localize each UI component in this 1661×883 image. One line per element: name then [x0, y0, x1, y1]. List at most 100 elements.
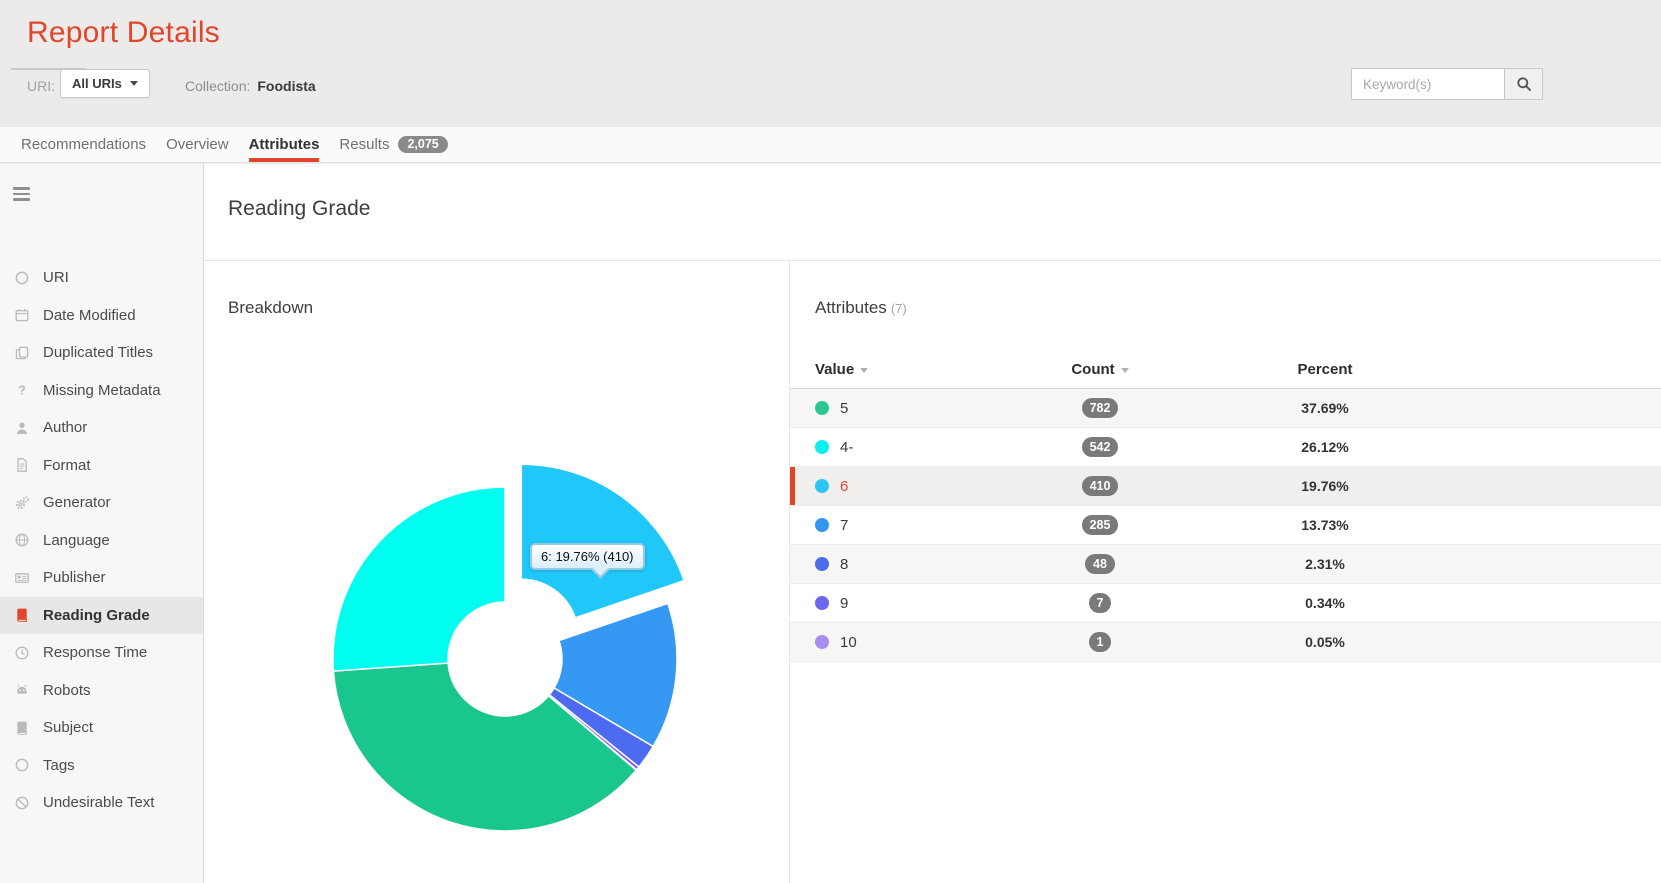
sidebar: URI Date Modified Duplicated Titles Missing…	[0, 164, 204, 883]
sort-caret-icon	[1120, 367, 1129, 373]
value-dot	[815, 596, 829, 610]
table-row-5[interactable]: 5 782 37.69%	[790, 389, 1661, 428]
count-badge: 542	[1081, 437, 1119, 457]
attributes-panel: Attributes (7) Value Count Percent 5 782 37…	[790, 261, 1661, 883]
divider	[204, 260, 1661, 261]
column-header-value[interactable]: Value	[815, 361, 1015, 378]
sidebar-item-missing-metadata[interactable]: Missing Metadata	[0, 372, 203, 410]
tab-label: Overview	[166, 136, 229, 153]
table-row-7[interactable]: 7 285 13.73%	[790, 506, 1661, 545]
sidebar-item-subject[interactable]: Subject	[0, 709, 203, 747]
menu-icon	[13, 187, 30, 190]
sidebar-item-label: Reading Grade	[43, 606, 150, 624]
sidebar-item-label: Format	[43, 456, 91, 474]
sidebar-item-author[interactable]: Author	[0, 409, 203, 447]
count-badge: 782	[1081, 398, 1119, 418]
sidebar-item-reading-grade[interactable]: Reading Grade	[0, 596, 203, 634]
sidebar-item-response-time[interactable]: Response Time	[0, 634, 203, 672]
search-icon	[1516, 76, 1532, 92]
sidebar-item-label: Response Time	[43, 644, 148, 662]
panels: Breakdown 6: 19.76% (410) Attributes (7) …	[204, 261, 1661, 883]
table-body: 5 782 37.69% 4- 542 26.12% 6 410 19.76% 7 285 13.73…	[790, 389, 1661, 662]
table-header: Value Count Percent	[790, 351, 1661, 389]
main-panel: Reading Grade Breakdown 6: 19.76% (410) …	[204, 164, 1661, 883]
sidebar-item-tags[interactable]: Tags	[0, 747, 203, 785]
sidebar-item-language[interactable]: Language	[0, 522, 203, 560]
row-percent: 19.76%	[1301, 478, 1349, 494]
row-percent: 26.12%	[1301, 439, 1349, 455]
count-badge: 1	[1088, 632, 1112, 652]
clock-icon	[14, 645, 30, 661]
menu-button[interactable]	[13, 187, 30, 204]
breakdown-panel: Breakdown 6: 19.76% (410)	[204, 261, 790, 883]
sidebar-item-label: Duplicated Titles	[43, 344, 154, 362]
sidebar-item-label: Date Modified	[43, 306, 136, 324]
attributes-title: Attributes (7)	[815, 298, 907, 317]
gears-icon	[14, 495, 30, 511]
table-row-8[interactable]: 8 48 2.31%	[790, 545, 1661, 584]
sidebar-item-label: Subject	[43, 719, 94, 737]
sidebar-item-label: Missing Metadata	[43, 381, 161, 399]
book-icon	[14, 607, 30, 623]
table-row-4[interactable]: 4- 542 26.12%	[790, 428, 1661, 467]
count-badge: 7	[1088, 593, 1112, 613]
tab-results[interactable]: Results 2,075	[329, 127, 457, 162]
pie-slice-4[interactable]	[332, 486, 506, 672]
attributes-table: Value Count Percent 5 782 37.69% 4- 542 26.12…	[790, 351, 1661, 662]
sidebar-item-label: Author	[43, 419, 88, 437]
value-dot	[815, 440, 829, 454]
tab-overview[interactable]: Overview	[156, 127, 239, 162]
attributes-count: (7)	[890, 301, 907, 316]
globe-icon	[14, 532, 30, 548]
tab-label: Attributes	[248, 136, 320, 153]
uri-dropdown-value: All URIs	[72, 76, 122, 91]
tab-recommendations[interactable]: Recommendations	[11, 127, 156, 162]
search-button[interactable]	[1504, 69, 1542, 99]
collection-value: Foodista	[257, 78, 316, 94]
value-dot	[815, 557, 829, 571]
tab-label: Results	[339, 136, 390, 153]
pie-slice-6[interactable]	[520, 463, 686, 619]
pie-chart[interactable]	[320, 441, 720, 871]
sidebar-item-label: URI	[43, 269, 69, 287]
pie-slice-7[interactable]	[553, 602, 678, 748]
uri-dropdown[interactable]: All URIs	[60, 69, 150, 98]
row-value: 5	[840, 399, 849, 417]
content: URI Date Modified Duplicated Titles Missing…	[0, 164, 1661, 883]
sidebar-item-format[interactable]: Format	[0, 447, 203, 485]
row-value: 7	[840, 516, 849, 534]
table-row-6[interactable]: 6 410 19.76%	[790, 467, 1661, 506]
value-dot	[815, 518, 829, 532]
search-input[interactable]	[1352, 69, 1504, 99]
table-row-10[interactable]: 10 1 0.05%	[790, 623, 1661, 662]
sidebar-item-duplicated-titles[interactable]: Duplicated Titles	[0, 334, 203, 372]
header: Report Details URI: All URIs Collection:…	[0, 0, 1661, 127]
value-dot	[815, 479, 829, 493]
pie-slice-5[interactable]	[332, 662, 638, 832]
row-value: 6	[840, 477, 849, 495]
sidebar-item-date-modified[interactable]: Date Modified	[0, 297, 203, 335]
results-count-badge: 2,075	[398, 135, 448, 154]
column-header-percent: Percent	[1297, 361, 1353, 378]
sidebar-item-undesirable-text[interactable]: Undesirable Text	[0, 784, 203, 822]
row-percent: 0.05%	[1305, 634, 1345, 650]
column-header-count[interactable]: Count	[1015, 361, 1185, 378]
sidebar-item-uri[interactable]: URI	[0, 259, 203, 297]
sidebar-item-publisher[interactable]: Publisher	[0, 559, 203, 597]
chevron-down-icon	[129, 81, 138, 86]
ban-icon	[14, 795, 30, 811]
sidebar-item-generator[interactable]: Generator	[0, 484, 203, 522]
user-icon	[14, 420, 30, 436]
sidebar-item-label: Tags	[43, 756, 75, 774]
sidebar-item-robots[interactable]: Robots	[0, 672, 203, 710]
question-icon	[14, 382, 30, 398]
card-icon	[14, 570, 30, 586]
row-percent: 37.69%	[1301, 400, 1349, 416]
row-value: 4-	[840, 438, 854, 456]
row-percent: 13.73%	[1301, 517, 1349, 533]
sidebar-item-label: Generator	[43, 494, 111, 512]
tab-attributes[interactable]: Attributes	[239, 127, 330, 162]
breakdown-title: Breakdown	[228, 298, 314, 317]
table-row-9[interactable]: 9 7 0.34%	[790, 584, 1661, 623]
